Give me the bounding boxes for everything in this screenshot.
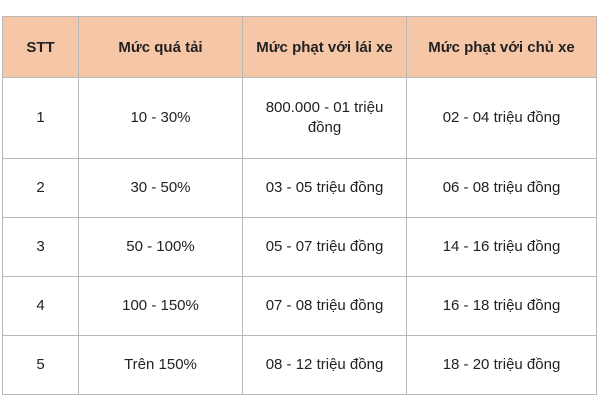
table-row: 2 30 - 50% 03 - 05 triệu đồng 06 - 08 tr… [2, 158, 597, 218]
cell-overload-level: 30 - 50% [78, 158, 243, 218]
header-stt: STT [2, 16, 79, 78]
cell-overload-level: 10 - 30% [78, 77, 243, 159]
header-driver-penalty: Mức phạt với lái xe [242, 16, 407, 78]
cell-driver-penalty: 03 - 05 triệu đồng [242, 158, 407, 218]
table-row: 5 Trên 150% 08 - 12 triệu đồng 18 - 20 t… [2, 335, 597, 395]
cell-driver-penalty: 05 - 07 triệu đồng [242, 217, 407, 277]
table-container: STT Mức quá tải Mức phạt với lái xe Mức … [2, 16, 597, 395]
cell-driver-penalty: 800.000 - 01 triệu đồng [242, 77, 407, 159]
table-row: 4 100 - 150% 07 - 08 triệu đồng 16 - 18 … [2, 276, 597, 336]
cell-owner-penalty: 06 - 08 triệu đồng [406, 158, 597, 218]
table-row: 3 50 - 100% 05 - 07 triệu đồng 14 - 16 t… [2, 217, 597, 277]
overload-penalty-table: STT Mức quá tải Mức phạt với lái xe Mức … [2, 16, 597, 395]
cell-owner-penalty: 16 - 18 triệu đồng [406, 276, 597, 336]
cell-driver-penalty: 08 - 12 triệu đồng [242, 335, 407, 395]
table-header-row: STT Mức quá tải Mức phạt với lái xe Mức … [2, 16, 597, 78]
cell-driver-penalty: 07 - 08 triệu đồng [242, 276, 407, 336]
cell-stt: 3 [2, 217, 79, 277]
header-overload-level: Mức quá tải [78, 16, 243, 78]
cell-overload-level: Trên 150% [78, 335, 243, 395]
cell-owner-penalty: 02 - 04 triệu đồng [406, 77, 597, 159]
cell-stt: 5 [2, 335, 79, 395]
cell-overload-level: 50 - 100% [78, 217, 243, 277]
cell-owner-penalty: 18 - 20 triệu đồng [406, 335, 597, 395]
cell-owner-penalty: 14 - 16 triệu đồng [406, 217, 597, 277]
cell-stt: 2 [2, 158, 79, 218]
table-row: 1 10 - 30% 800.000 - 01 triệu đồng 02 - … [2, 77, 597, 159]
cell-overload-level: 100 - 150% [78, 276, 243, 336]
cell-stt: 1 [2, 77, 79, 159]
header-owner-penalty: Mức phạt với chủ xe [406, 16, 597, 78]
cell-stt: 4 [2, 276, 79, 336]
